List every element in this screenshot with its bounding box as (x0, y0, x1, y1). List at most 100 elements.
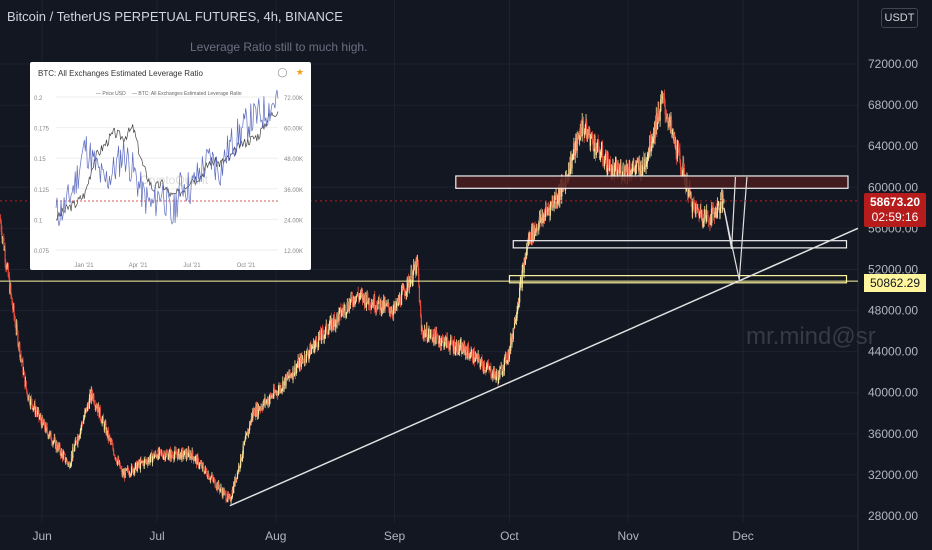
candle-body (413, 264, 415, 270)
candle-body (236, 471, 239, 479)
candle-body (49, 431, 52, 433)
candle-body (419, 302, 421, 306)
drawings[interactable] (0, 176, 859, 507)
candle-body (596, 147, 598, 152)
candle-body (720, 198, 722, 209)
price-axis[interactable]: 72000.0068000.0064000.0060000.0056000.00… (868, 57, 918, 523)
price-tick-label: 32000.00 (868, 468, 918, 482)
candle-body (67, 462, 69, 465)
candle-body (216, 483, 218, 489)
candle-body (628, 172, 630, 177)
candle-body (172, 455, 174, 459)
candle-body (596, 139, 599, 152)
candle-body (227, 493, 229, 501)
candle-body (174, 449, 177, 452)
candle-body (584, 131, 586, 136)
candle-body (503, 369, 505, 371)
candle-body (461, 345, 463, 354)
candle-body (345, 313, 347, 315)
candle-body (212, 478, 214, 481)
candle-body (289, 374, 292, 376)
candle-body (667, 123, 669, 128)
candle-body (213, 479, 215, 481)
candle-body (98, 407, 101, 418)
candle-body (257, 404, 259, 415)
candle-body (337, 314, 339, 321)
price-tick-label: 28000.00 (868, 509, 918, 523)
candle-body (188, 449, 190, 452)
candle-body (697, 208, 699, 210)
bell-icon[interactable]: ◯ (277, 67, 288, 77)
candle-body (338, 311, 340, 321)
candle-body (409, 280, 412, 287)
candle-body (458, 341, 460, 351)
candle-body (672, 129, 674, 130)
candle-body (127, 468, 129, 472)
candle-body (347, 309, 350, 312)
candle-body (496, 372, 498, 377)
candle-body (656, 115, 658, 130)
candle-body (516, 310, 518, 318)
candle-body (392, 309, 394, 316)
candle-body (164, 454, 166, 460)
candle-body (350, 293, 352, 300)
candle-body (568, 162, 570, 180)
candle-body (165, 452, 167, 457)
candle-body (34, 403, 36, 414)
time-axis[interactable]: Jun Jul Aug Sep Oct Nov Dec (32, 529, 753, 543)
candle-body (123, 472, 125, 476)
projection-line (723, 207, 733, 250)
candle-body (194, 460, 196, 461)
candle-body (460, 342, 463, 354)
candle-body (478, 357, 481, 364)
candle-body (26, 388, 28, 393)
candle-body (339, 308, 341, 312)
candle-body (342, 310, 345, 313)
candle-body (403, 286, 405, 292)
candle-body (679, 150, 681, 161)
candle-body (514, 318, 516, 323)
candle-body (649, 135, 652, 151)
candle-body (109, 436, 111, 439)
candle-body (522, 267, 524, 271)
candle-body (480, 358, 482, 363)
currency-badge[interactable]: USDT (881, 8, 918, 28)
candle-body (693, 205, 696, 207)
candle-body (420, 316, 422, 331)
candle-body (374, 309, 376, 311)
star-icon[interactable]: ★ (295, 67, 304, 77)
candle-body (716, 211, 718, 217)
candle-body (254, 409, 256, 417)
candle-body (144, 459, 147, 462)
candle-body (675, 139, 677, 155)
candle-body (589, 137, 592, 146)
candle-body (476, 355, 478, 357)
inset-x-tick: Jul '21 (183, 263, 201, 269)
candle-body (392, 313, 394, 316)
candle-body (570, 156, 572, 169)
candle-body (498, 371, 500, 378)
candle-body (505, 353, 507, 363)
candle-body (632, 167, 634, 169)
candle-body (328, 329, 330, 335)
candle-body (194, 457, 196, 461)
candle-body (146, 460, 148, 463)
candle-body (453, 341, 456, 353)
candle-body (720, 195, 722, 199)
zone-rectangles[interactable] (455, 175, 849, 284)
candle-body (59, 445, 61, 453)
candle-body (593, 138, 595, 152)
candle-body (208, 474, 210, 480)
candle-body (168, 451, 170, 457)
candle-body (471, 350, 473, 352)
candle-body (169, 450, 171, 452)
candle-body (81, 422, 83, 424)
candle-body (394, 302, 396, 310)
candle-body (658, 116, 661, 121)
candle-body (385, 303, 387, 306)
candle-body (499, 367, 502, 369)
candle-body (192, 456, 195, 461)
candle-body (46, 424, 48, 427)
candle-body (262, 404, 264, 410)
candle-body (263, 399, 265, 405)
